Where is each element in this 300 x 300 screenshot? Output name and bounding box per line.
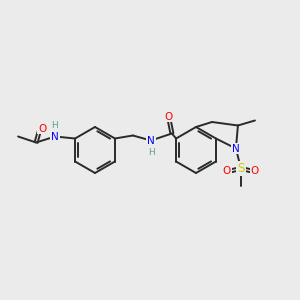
Text: O: O bbox=[223, 167, 231, 176]
Text: H: H bbox=[148, 148, 155, 157]
Text: N: N bbox=[147, 136, 155, 146]
Text: O: O bbox=[165, 112, 173, 122]
Text: O: O bbox=[38, 124, 46, 134]
Text: S: S bbox=[237, 162, 244, 175]
Text: H: H bbox=[51, 121, 58, 130]
Text: N: N bbox=[232, 143, 240, 154]
Text: N: N bbox=[51, 131, 59, 142]
Text: O: O bbox=[251, 167, 259, 176]
